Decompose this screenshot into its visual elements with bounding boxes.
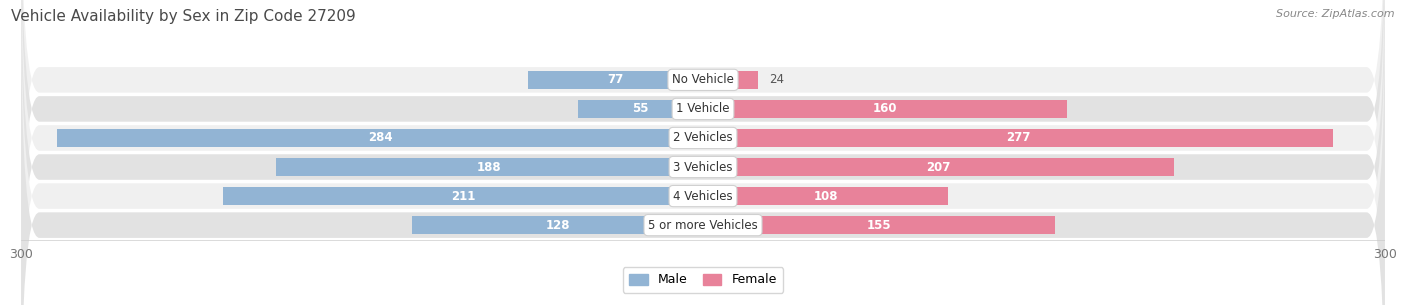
Text: 2 Vehicles: 2 Vehicles <box>673 131 733 145</box>
Text: 284: 284 <box>368 131 392 145</box>
Bar <box>578 100 703 118</box>
Text: 108: 108 <box>814 190 838 203</box>
Bar <box>58 129 703 147</box>
Text: 77: 77 <box>607 74 624 86</box>
Text: 277: 277 <box>1005 131 1031 145</box>
FancyBboxPatch shape <box>21 0 1385 300</box>
Bar <box>412 216 703 234</box>
FancyBboxPatch shape <box>21 0 1385 305</box>
Bar <box>224 187 703 205</box>
Bar <box>529 71 703 89</box>
Text: Vehicle Availability by Sex in Zip Code 27209: Vehicle Availability by Sex in Zip Code … <box>11 9 356 24</box>
Legend: Male, Female: Male, Female <box>623 267 783 293</box>
Text: 24: 24 <box>769 74 785 86</box>
Text: 55: 55 <box>633 102 648 115</box>
Text: 160: 160 <box>873 102 897 115</box>
Bar <box>703 187 949 205</box>
Text: Source: ZipAtlas.com: Source: ZipAtlas.com <box>1277 9 1395 19</box>
FancyBboxPatch shape <box>21 0 1385 305</box>
Text: 207: 207 <box>927 160 950 174</box>
Text: 1 Vehicle: 1 Vehicle <box>676 102 730 115</box>
Text: 188: 188 <box>477 160 502 174</box>
Text: No Vehicle: No Vehicle <box>672 74 734 86</box>
Bar <box>703 129 1333 147</box>
Text: 3 Vehicles: 3 Vehicles <box>673 160 733 174</box>
FancyBboxPatch shape <box>21 0 1385 305</box>
Bar <box>276 158 703 176</box>
Text: 211: 211 <box>451 190 475 203</box>
Bar <box>703 71 758 89</box>
FancyBboxPatch shape <box>21 0 1385 305</box>
Text: 128: 128 <box>546 219 569 231</box>
Text: 4 Vehicles: 4 Vehicles <box>673 190 733 203</box>
Bar <box>703 216 1056 234</box>
Text: 5 or more Vehicles: 5 or more Vehicles <box>648 219 758 231</box>
Bar <box>703 158 1174 176</box>
Bar <box>703 100 1067 118</box>
FancyBboxPatch shape <box>21 5 1385 305</box>
Text: 155: 155 <box>868 219 891 231</box>
